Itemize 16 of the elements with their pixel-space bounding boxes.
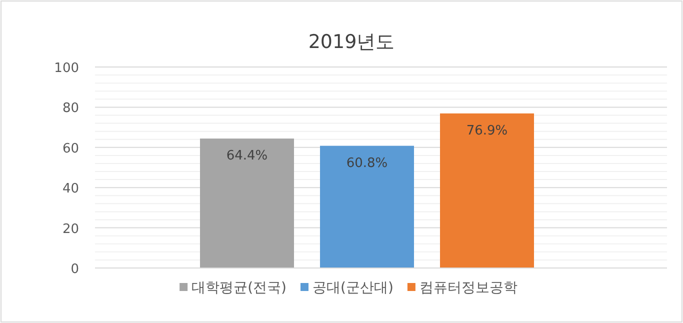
legend-label: 공대(군산대) — [312, 280, 394, 296]
chart-title: 2019년도 — [308, 31, 395, 53]
bar — [200, 138, 294, 268]
y-tick-label: 0 — [70, 262, 79, 277]
y-tick-label: 60 — [62, 141, 79, 156]
y-tick-label: 20 — [62, 222, 79, 237]
data-label: 64.4% — [226, 148, 268, 164]
data-label: 60.8% — [346, 156, 388, 171]
y-tick-label: 80 — [62, 101, 79, 116]
y-tick-label: 100 — [54, 61, 79, 76]
bar — [320, 146, 414, 268]
legend-label: 컴퓨터정보공학 — [419, 280, 518, 296]
y-tick-label: 40 — [62, 182, 79, 197]
data-label: 76.9% — [466, 123, 508, 138]
bar — [440, 113, 534, 268]
legend-label: 대학평균(전국) — [192, 280, 286, 296]
